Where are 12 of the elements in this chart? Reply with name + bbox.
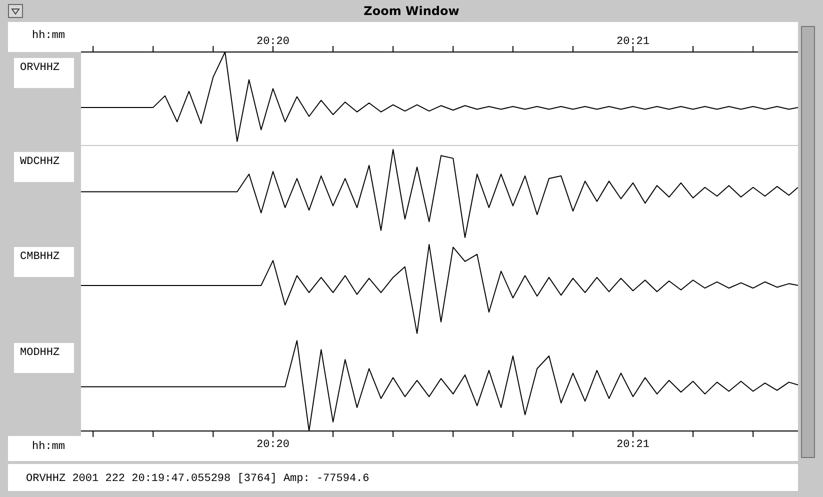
text: MODHHZ bbox=[14, 343, 74, 373]
text: ORVHHZ bbox=[14, 58, 74, 88]
x-axis-title: hh:mm bbox=[32, 30, 66, 42]
x-tick-label: 20:20 bbox=[256, 438, 290, 451]
x-tick-label: 20:21 bbox=[616, 438, 650, 451]
text: CMBHHZ bbox=[14, 247, 74, 277]
chart-title: Zoom Window bbox=[362, 4, 460, 18]
x-axis-title: hh:mm bbox=[32, 441, 66, 453]
x-tick-label: 20:21 bbox=[616, 36, 650, 48]
text: WDCHHZ bbox=[14, 152, 74, 182]
text: ORVHHZ 2001 222 20:19:47.055298 [3764] Amp: -77594.6 bbox=[8, 464, 798, 491]
x-tick-label: 20:20 bbox=[256, 36, 290, 48]
